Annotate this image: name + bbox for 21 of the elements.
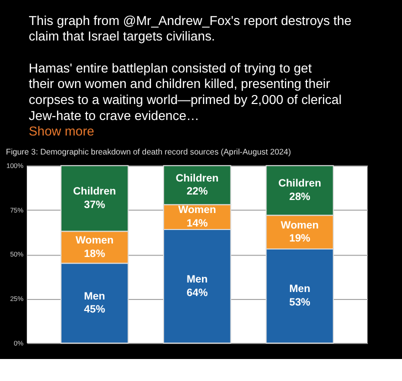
series-label: Men [289, 283, 310, 296]
text: Men [84, 290, 106, 302]
data-label: 64% [186, 286, 208, 299]
text: This graph from @Mr_Andrew_Fox's report destroys the claim that Israel targets civilians. [28, 12, 352, 44]
text: Hamas' entire battleplan consisted of trying to get their own women and children killed, presenting their corpses to a waiting world—primed by 2,000 of clerical Jew-hate to crave evidence… [28, 60, 342, 123]
data-label: 19% [289, 232, 311, 245]
text: Women [280, 219, 319, 232]
data-label: 22% [186, 186, 208, 198]
data-label: 45% [84, 304, 106, 316]
data-label: 14% [186, 218, 208, 230]
data-label: 37% [84, 199, 106, 212]
data-label: 53% [289, 296, 311, 309]
series-label: Women [178, 204, 216, 216]
text: Children [73, 186, 116, 198]
text: Children [278, 178, 322, 190]
text: Men [186, 273, 208, 286]
data-label: 28% [289, 191, 311, 204]
text: Women [76, 234, 114, 246]
text: Show more [28, 124, 94, 139]
data-label: 18% [84, 248, 106, 260]
series-label: Children [176, 172, 219, 184]
